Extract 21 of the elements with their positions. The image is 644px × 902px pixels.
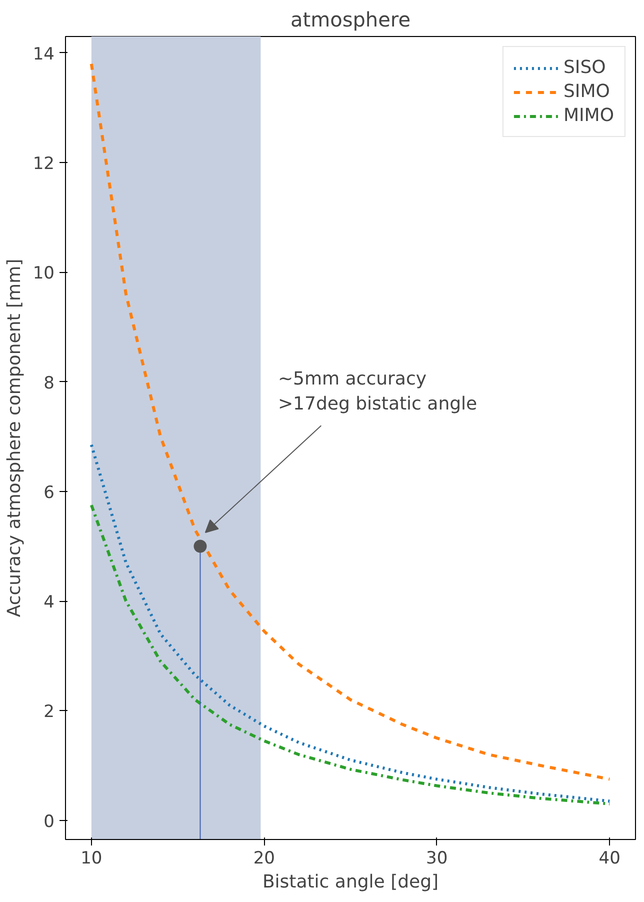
- annotation: ~5mm accuracy >17deg bistatic angle: [278, 368, 478, 415]
- x-tick-label: 40: [598, 848, 620, 868]
- chart-title: atmosphere: [290, 8, 410, 32]
- y-tick-label: 6: [44, 482, 55, 503]
- legend-label: SIMO: [563, 81, 610, 102]
- x-tick-label: 10: [80, 848, 102, 868]
- y-tick-label: 2: [44, 702, 55, 722]
- legend-label: MIMO: [563, 105, 614, 126]
- y-axis-title: Accuracy atmosphere component [mm]: [4, 258, 25, 618]
- y-tick-label: 4: [44, 592, 55, 613]
- y-tick-label: 12: [32, 154, 55, 174]
- y-tick-label: 14: [32, 44, 55, 64]
- line-series: [90, 443, 612, 803]
- y-tick-label: 8: [44, 373, 55, 394]
- y-tick-label: 0: [44, 812, 55, 832]
- x-tick-label: 20: [253, 848, 275, 868]
- x-tick-label: 30: [426, 848, 448, 868]
- y-tick-label: 10: [32, 264, 55, 284]
- legend-label: SISO: [563, 57, 606, 78]
- x-axis-title: Bistatic angle [deg]: [262, 872, 439, 892]
- line-series: [90, 504, 612, 806]
